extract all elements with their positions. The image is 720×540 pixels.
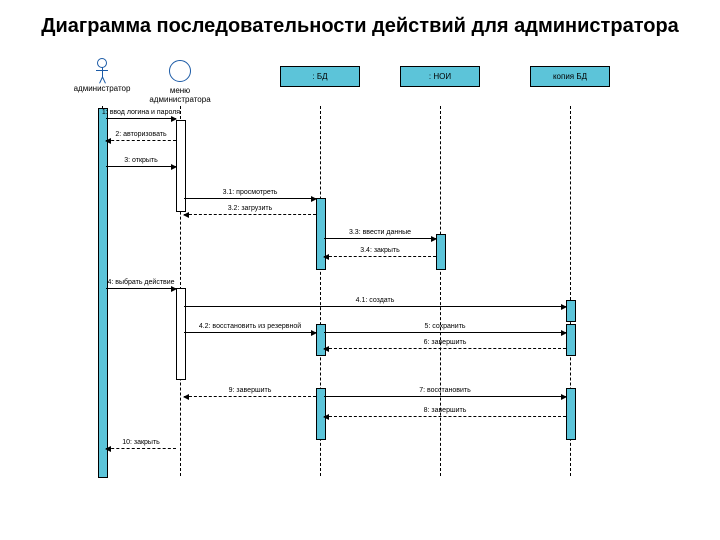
activation-menu-4: [176, 288, 186, 380]
message-label: 4.1: создать: [356, 297, 395, 304]
message-15: 10: закрыть: [106, 448, 176, 449]
participant-bd: : БД: [280, 66, 360, 87]
participant-admin: администратор: [62, 58, 142, 93]
arrow-head-icon: [431, 236, 437, 242]
message-label: 5: сохранить: [424, 323, 465, 330]
message-13: 9: завершить: [184, 396, 316, 397]
diagram-title: Диаграмма последовательности действий дл…: [0, 0, 720, 48]
message-label: 7: восстановить: [419, 387, 471, 394]
arrow-head-icon: [171, 116, 177, 122]
arrow-head-icon: [105, 446, 111, 452]
arrow-head-icon: [323, 254, 329, 260]
message-2: 3: открыть: [106, 166, 176, 167]
message-label: 3: открыть: [124, 157, 158, 164]
activation-copy-7: [566, 324, 576, 356]
message-3: 3.1: просмотреть: [184, 198, 316, 199]
message-12: 7: восстановить: [324, 396, 566, 397]
message-9: 4.2: восстановить из резервной: [184, 332, 316, 333]
message-7: 4: выбрать действие: [106, 288, 176, 289]
message-0: 1: ввод логина и пароля: [106, 118, 176, 119]
message-label: 8: завершить: [424, 407, 467, 414]
participant-menu: меню администратора: [140, 58, 220, 104]
message-label: 3.1: просмотреть: [223, 189, 278, 196]
arrow-head-icon: [561, 394, 567, 400]
participant-noi: : НОИ: [400, 66, 480, 87]
message-5: 3.3: ввести данные: [324, 238, 436, 239]
activation-copy-9: [566, 388, 576, 440]
arrow-head-icon: [171, 286, 177, 292]
message-label: 4: выбрать действие: [107, 279, 174, 286]
message-4: 3.2: загрузить: [184, 214, 316, 215]
lifeline-noi: [440, 106, 441, 476]
arrow-head-icon: [561, 304, 567, 310]
arrow-head-icon: [311, 196, 317, 202]
sequence-canvas: администраторменю администратора : БД : НО…: [40, 48, 680, 478]
message-label: 3.3: ввести данные: [349, 229, 411, 236]
arrow-head-icon: [561, 330, 567, 336]
participant-copy: копия БД: [530, 66, 610, 87]
message-label: 3.2: загрузить: [228, 205, 273, 212]
message-1: 2: авторизовать: [106, 140, 176, 141]
arrow-head-icon: [183, 394, 189, 400]
message-6: 3.4: закрыть: [324, 256, 436, 257]
arrow-head-icon: [323, 346, 329, 352]
message-11: 6: завершить: [324, 348, 566, 349]
message-label: 1: ввод логина и пароля: [102, 109, 180, 116]
message-label: 6: завершить: [424, 339, 467, 346]
arrow-head-icon: [323, 414, 329, 420]
arrow-head-icon: [105, 138, 111, 144]
arrow-head-icon: [183, 212, 189, 218]
message-14: 8: завершить: [324, 416, 566, 417]
message-label: 2: авторизовать: [115, 131, 166, 138]
message-label: 9: завершить: [229, 387, 272, 394]
message-label: 10: закрыть: [122, 439, 160, 446]
message-label: 4.2: восстановить из резервной: [199, 323, 301, 330]
message-10: 5: сохранить: [324, 332, 566, 333]
activation-admin-0: [98, 108, 108, 478]
message-8: 4.1: создать: [184, 306, 566, 307]
activation-noi-3: [436, 234, 446, 270]
arrow-head-icon: [311, 330, 317, 336]
message-label: 3.4: закрыть: [360, 247, 400, 254]
activation-copy-5: [566, 300, 576, 322]
arrow-head-icon: [171, 164, 177, 170]
